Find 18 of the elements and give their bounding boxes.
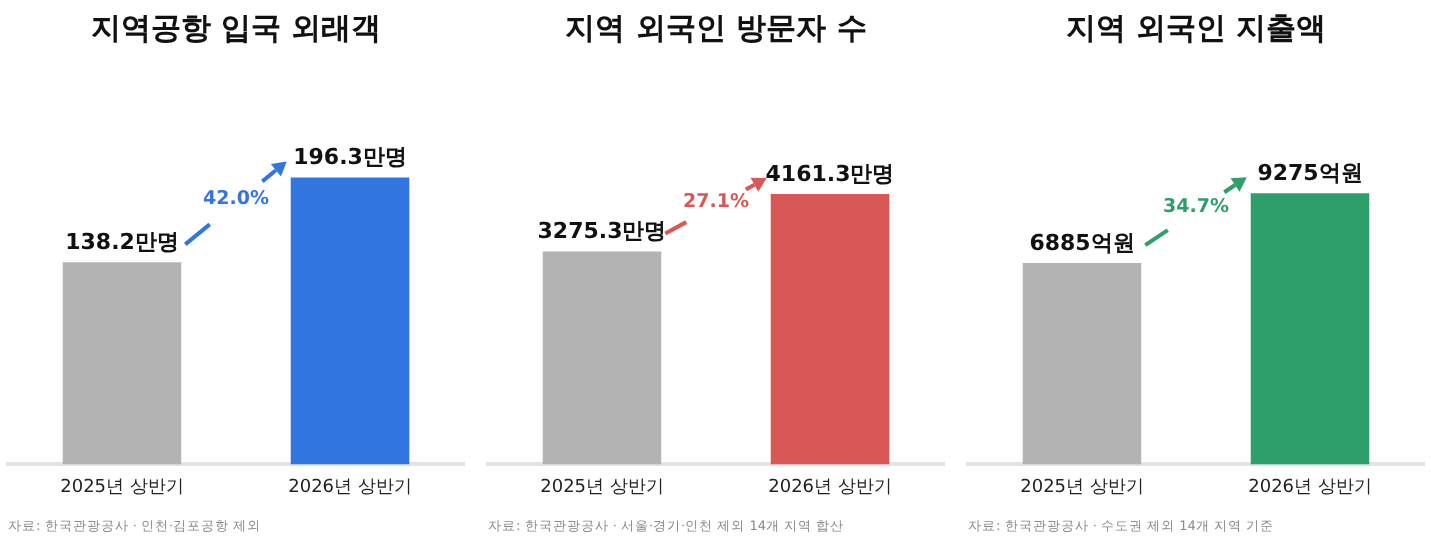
data-label: 6885억원 (1029, 229, 1135, 256)
annotation: 34.7% (1163, 196, 1230, 219)
chart-title: 지역공항 입국 외래객 (90, 9, 382, 46)
x-tick-label: 2025년 상반기 (1020, 477, 1144, 498)
x-tick-label: 2026년 상반기 (288, 477, 412, 498)
x-tick-label: 2025년 상반기 (60, 477, 184, 498)
data-label: 9275억원 (1257, 159, 1363, 186)
data-label: 138.2만명 (65, 229, 179, 256)
chart-title: 지역 외국인 지출액 (1065, 9, 1327, 46)
x-tick-label: 2026년 상반기 (1248, 477, 1372, 498)
annotation: 42.0% (203, 187, 270, 210)
annotation: 27.1% (683, 190, 750, 213)
data-label: 3275.3만명 (537, 218, 667, 245)
x-tick-label: 2025년 상반기 (540, 477, 664, 498)
data-label: 4161.3만명 (765, 160, 895, 187)
chart-title: 지역 외국인 방문자 수 (565, 9, 867, 46)
data-label: 196.3만명 (293, 144, 407, 171)
x-tick-label: 2026년 상반기 (768, 477, 892, 498)
